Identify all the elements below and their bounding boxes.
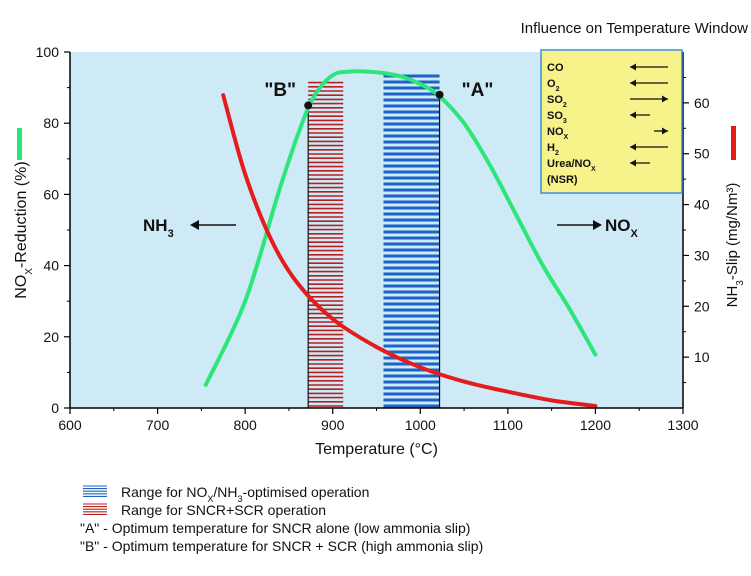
legend-text-1-part: Range for SNCR+SCR operation bbox=[121, 502, 326, 518]
y-right-tick-label: 60 bbox=[694, 95, 710, 111]
nox-annotation-label: NOX bbox=[605, 216, 639, 240]
influence-row-label: CO bbox=[547, 62, 564, 74]
y-left-axis-label: NOX-Reduction (%) bbox=[13, 161, 35, 298]
y-left-label-group: NOX-Reduction (%) bbox=[13, 161, 35, 298]
x-axis-label: Temperature (°C) bbox=[315, 441, 438, 458]
legend-text-0-part: 3 bbox=[238, 494, 243, 504]
y-right-axis-label: NH3-Slip (mg/Nm³) bbox=[724, 183, 746, 308]
series-line-nh3 bbox=[221, 93, 598, 408]
influence-row-label: (NSR) bbox=[547, 174, 578, 186]
x-tick-label: 600 bbox=[58, 417, 82, 433]
nox-annotation-label-part: X bbox=[631, 228, 639, 240]
influence-row-label-part: X bbox=[564, 134, 569, 141]
legend-text-0-part: X bbox=[207, 494, 213, 504]
marker-dot-0 bbox=[435, 90, 444, 99]
influence-row-label: NOX bbox=[547, 126, 569, 141]
y-left-tick-label: 20 bbox=[43, 329, 59, 345]
nox-arrow-head bbox=[593, 220, 602, 230]
influence-arrow-head bbox=[630, 63, 636, 71]
influence-arrow-head bbox=[630, 143, 636, 151]
y-right-tick-label: 50 bbox=[694, 146, 710, 162]
y-left-axis-label-part: NO bbox=[13, 275, 30, 299]
x-tick-label: 1300 bbox=[667, 417, 698, 433]
y-left-color-marker bbox=[17, 128, 22, 160]
y-left-tick-label: 40 bbox=[43, 258, 59, 274]
y-right-axis-label-part: 3 bbox=[735, 280, 746, 286]
nh3-annotation-label-part: 3 bbox=[168, 228, 174, 240]
nh3-arrow-head bbox=[190, 220, 199, 230]
y-right-label-group: NH3-Slip (mg/Nm³) bbox=[724, 183, 746, 308]
legend-text-0: Range for NOX/NH3-optimised operation bbox=[121, 484, 369, 504]
x-tick-label: 1200 bbox=[580, 417, 611, 433]
x-tick-label: 700 bbox=[146, 417, 170, 433]
marker-label-1: "B" bbox=[264, 80, 296, 101]
influence-arrow-head bbox=[630, 159, 636, 167]
legend-text-0-part: -optimised operation bbox=[243, 484, 370, 500]
influence-row-label-part: SO bbox=[547, 94, 563, 106]
y-left-tick-label: 0 bbox=[51, 400, 59, 416]
y-right-tick-label: 20 bbox=[694, 298, 710, 314]
header-title: Influence on Temperature Window bbox=[521, 20, 749, 37]
hatched-region-blue bbox=[383, 74, 440, 408]
influence-row-label-part: SO bbox=[547, 110, 563, 122]
legend-text-3: "B" - Optimum temperature for SNCR + SCR… bbox=[80, 538, 483, 554]
marker-label-0: "A" bbox=[462, 80, 494, 101]
y-left-axis-label-part: -Reduction (%) bbox=[13, 161, 30, 268]
marker-dot-1 bbox=[304, 101, 313, 110]
influence-row-label-part: H bbox=[547, 142, 555, 154]
y-right-axis-label-part: -Slip (mg/Nm³) bbox=[724, 183, 741, 281]
legend-text-2-part: "A" - Optimum temperature for SNCR alone… bbox=[80, 520, 470, 536]
x-tick-label: 1000 bbox=[405, 417, 436, 433]
influence-arrow-head bbox=[630, 79, 636, 87]
legend-text-3-part: "B" - Optimum temperature for SNCR + SCR… bbox=[80, 538, 483, 554]
y-right-axis-label-part: NH bbox=[724, 286, 741, 308]
influence-arrow-head bbox=[630, 111, 636, 119]
influence-arrow-head bbox=[662, 127, 668, 135]
y-right-tick-label: 40 bbox=[694, 197, 710, 213]
y-right-tick-label: 10 bbox=[694, 349, 710, 365]
y-left-tick-label: 80 bbox=[43, 115, 59, 131]
legend-text-1: Range for SNCR+SCR operation bbox=[121, 502, 326, 518]
influence-row-label-part: X bbox=[591, 166, 596, 173]
y-left-tick-label: 100 bbox=[36, 44, 60, 60]
nox-annotation-label-part: NO bbox=[605, 216, 631, 235]
x-tick-label: 900 bbox=[321, 417, 345, 433]
legend-text-0-part: Range for NO bbox=[121, 484, 207, 500]
nh3-annotation-label: NH3 bbox=[143, 216, 174, 240]
y-left-axis-label-part: X bbox=[24, 268, 35, 275]
influence-row-label-part: 3 bbox=[563, 118, 567, 125]
influence-row-label: Urea/NOX bbox=[547, 158, 596, 173]
influence-row-label-part: (NSR) bbox=[547, 174, 578, 186]
y-right-color-marker bbox=[731, 126, 736, 160]
influence-row-label-part: 2 bbox=[555, 150, 559, 157]
influence-row-label-part: 2 bbox=[556, 86, 560, 93]
y-right-tick-label: 30 bbox=[694, 247, 710, 263]
influence-row-label-part: CO bbox=[547, 62, 564, 74]
nh3-annotation-label-part: NH bbox=[143, 216, 168, 235]
y-left-tick-label: 60 bbox=[43, 186, 59, 202]
influence-row-label-part: Urea/NO bbox=[547, 158, 591, 170]
influence-row-label: SO3 bbox=[547, 110, 567, 125]
x-tick-label: 800 bbox=[233, 417, 257, 433]
influence-row-label-part: 2 bbox=[563, 102, 567, 109]
x-tick-label: 1100 bbox=[493, 417, 523, 433]
series-line-nox bbox=[203, 69, 598, 387]
influence-arrow-head bbox=[662, 95, 668, 103]
legend-text-2: "A" - Optimum temperature for SNCR alone… bbox=[80, 520, 470, 536]
influence-row-label: H2 bbox=[547, 142, 559, 157]
influence-row-label: SO2 bbox=[547, 94, 567, 109]
legend-text-0-part: /NH bbox=[213, 484, 237, 500]
influence-row-label-part: NO bbox=[547, 126, 564, 138]
influence-row-label: O2 bbox=[547, 78, 560, 93]
influence-box-frame bbox=[540, 49, 683, 194]
influence-row-label-part: O bbox=[547, 78, 556, 90]
hatched-region-red bbox=[308, 81, 344, 407]
